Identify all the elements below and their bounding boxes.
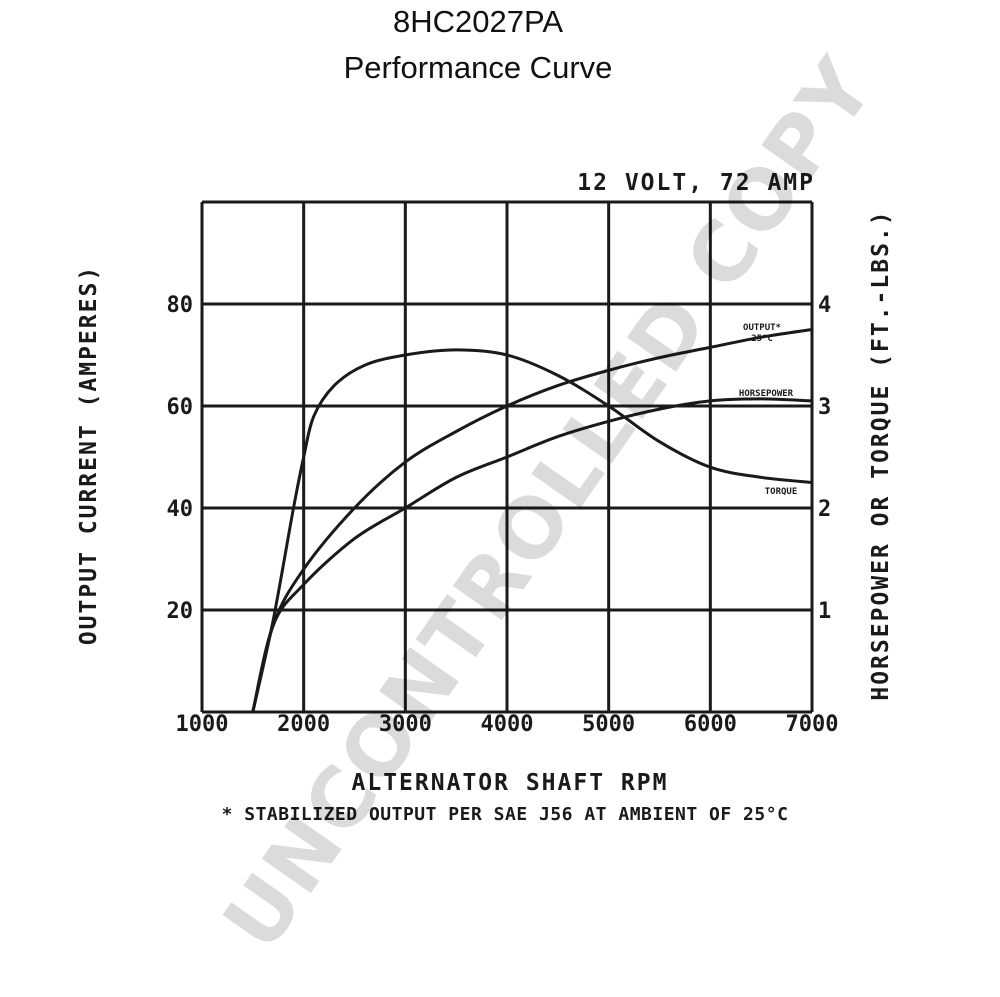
x-tick-label: 1000 xyxy=(176,712,229,737)
chart-curves: OUTPUT* 25°C HORSEPOWER TORQUE xyxy=(251,323,813,713)
x-tick-label: 3000 xyxy=(379,712,432,737)
footnote: * STABILIZED OUTPUT PER SAE J56 AT AMBIE… xyxy=(222,804,789,825)
x-tick-label: 4000 xyxy=(481,712,534,737)
chart-title: 8HC2027PA xyxy=(393,4,563,39)
horsepower-curve-label: HORSEPOWER xyxy=(739,389,794,399)
watermark: UNCONTROLLED COPY xyxy=(206,42,894,967)
horsepower-curve xyxy=(251,397,813,713)
y-tick-label: 80 xyxy=(167,293,194,318)
y-tick-label: 60 xyxy=(167,395,194,420)
x-tick-label: 5000 xyxy=(582,712,635,737)
chart-ticks: 1000 2000 3000 4000 5000 6000 7000 20 40 60 80 1 2 3 4 xyxy=(167,293,839,737)
y-tick-label: 40 xyxy=(167,497,194,522)
x-tick-label: 7000 xyxy=(786,712,839,737)
torque-curve xyxy=(251,348,813,713)
y2-tick-label: 4 xyxy=(818,293,831,318)
output-curve-label: OUTPUT* 25°C xyxy=(743,323,781,344)
torque-curve-label: TORQUE xyxy=(765,487,798,497)
chart-subtitle: Performance Curve xyxy=(344,50,613,85)
x-tick-label: 2000 xyxy=(277,712,330,737)
y2-axis-label: HORSEPOWER OR TORQUE (FT.-LBS.) xyxy=(868,209,894,700)
y-tick-label: 20 xyxy=(167,599,194,624)
y2-tick-label: 1 xyxy=(818,599,831,624)
x-axis-label: ALTERNATOR SHAFT RPM xyxy=(352,770,669,796)
output-curve xyxy=(251,328,813,713)
rating-label: 12 VOLT, 72 AMP xyxy=(577,170,815,196)
y2-tick-label: 3 xyxy=(818,395,831,420)
x-tick-label: 6000 xyxy=(684,712,737,737)
y2-tick-label: 2 xyxy=(818,497,831,522)
y-axis-label: OUTPUT CURRENT (AMPERES) xyxy=(76,265,102,645)
